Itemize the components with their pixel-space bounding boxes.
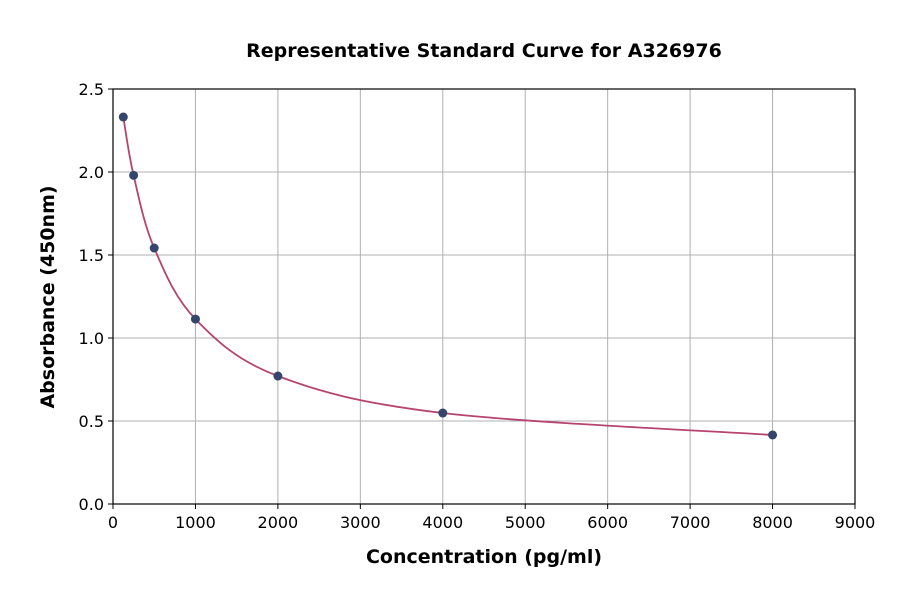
data-point xyxy=(273,371,283,381)
plot-frame xyxy=(112,88,856,505)
fit-curve-layer xyxy=(122,116,773,436)
y-axis-label: Absorbance (450nm) xyxy=(37,185,59,408)
data-point xyxy=(149,243,159,253)
x-tick-label: 5000 xyxy=(505,513,546,532)
x-axis-label: Concentration (pg/ml) xyxy=(366,546,602,568)
x-axis-ticks: 0 1000 2000 3000 4000 5000 6000 7000 8000 9000 xyxy=(108,504,875,532)
x-tick-label: 3000 xyxy=(340,513,381,532)
y-tick-label: 0.5 xyxy=(79,412,104,431)
x-tick-label: 1000 xyxy=(175,513,216,532)
y-axis-ticks: 0.0 0.5 1.0 1.5 2.0 2.5 xyxy=(79,80,113,514)
y-tick-label: 1.0 xyxy=(79,329,104,348)
x-tick-label: 2000 xyxy=(258,513,299,532)
y-tick-label: 1.5 xyxy=(79,246,104,265)
x-tick-label: 8000 xyxy=(752,513,793,532)
x-tick-label: 9000 xyxy=(835,513,876,532)
chart-title: Representative Standard Curve for A32697… xyxy=(246,40,722,62)
data-points xyxy=(118,112,778,440)
x-tick-label: 7000 xyxy=(670,513,711,532)
data-point xyxy=(768,430,778,440)
grid xyxy=(112,88,856,505)
data-point xyxy=(118,112,128,122)
y-tick-label: 2.0 xyxy=(79,163,104,182)
y-tick-label: 0.0 xyxy=(79,495,104,514)
x-tick-label: 6000 xyxy=(587,513,628,532)
fit-curve xyxy=(122,116,773,436)
x-tick-label: 4000 xyxy=(422,513,463,532)
x-tick-label: 0 xyxy=(108,513,118,532)
data-point xyxy=(190,314,200,324)
data-point xyxy=(129,170,139,180)
data-point xyxy=(438,408,448,418)
y-tick-label: 2.5 xyxy=(79,80,104,99)
